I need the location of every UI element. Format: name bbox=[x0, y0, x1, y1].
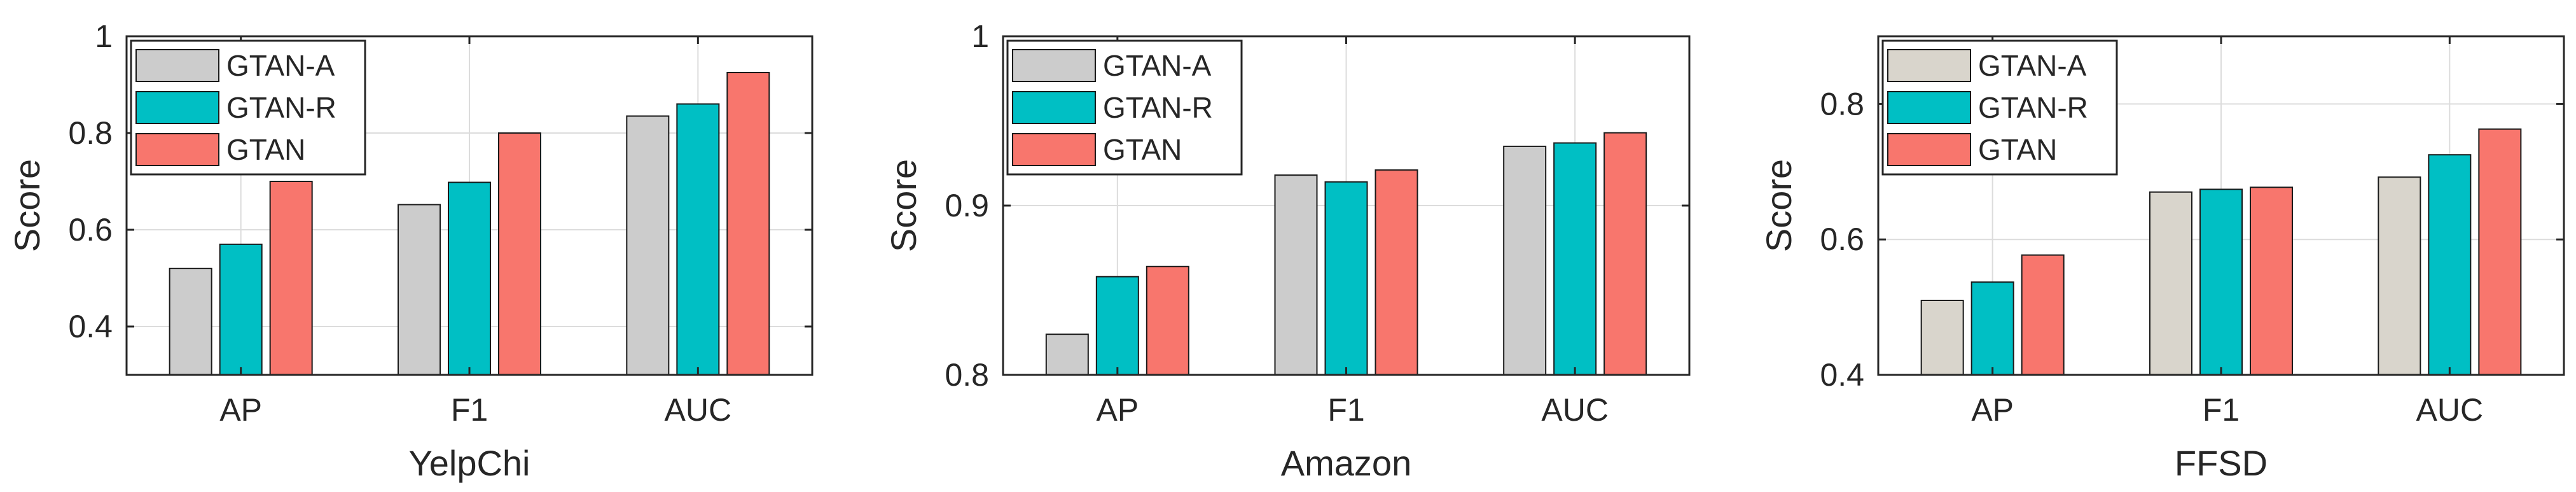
bar-gtan-ap bbox=[2021, 254, 2065, 376]
y-tick-label: 0.8 bbox=[1820, 86, 1864, 122]
y-tick-label: 0.8 bbox=[945, 357, 989, 393]
x-axis-title: FFSD bbox=[2175, 443, 2268, 483]
x-tick-label: AP bbox=[1096, 392, 1139, 428]
y-tick-label: 1 bbox=[971, 18, 989, 54]
x-tick-label: AP bbox=[1971, 392, 2014, 428]
bar-gtan-r-f1 bbox=[1324, 181, 1368, 376]
y-axis-title: Score bbox=[1759, 159, 1799, 252]
bar-gtan-f1 bbox=[1375, 169, 1418, 376]
legend-swatch-gtan-a bbox=[1012, 49, 1096, 82]
y-tick-label: 1 bbox=[95, 18, 113, 54]
legend-label-gtan-a: GTAN-A bbox=[226, 49, 335, 82]
legend-label-gtan-a: GTAN-A bbox=[1978, 49, 2087, 82]
bar-gtan-a-auc bbox=[2378, 176, 2421, 376]
x-tick-label: F1 bbox=[451, 392, 488, 428]
bar-gtan-f1 bbox=[2250, 186, 2293, 376]
y-axis-title: Score bbox=[7, 159, 47, 252]
x-axis-title: YelpChi bbox=[409, 443, 530, 483]
y-tick-label: 0.8 bbox=[68, 115, 113, 151]
x-tick-label: F1 bbox=[1327, 392, 1364, 428]
legend-swatch-gtan bbox=[135, 133, 219, 166]
legend-swatch-gtan bbox=[1012, 133, 1096, 166]
bar-gtan-a-f1 bbox=[1274, 174, 1318, 376]
y-tick-label: 0.4 bbox=[1820, 357, 1864, 393]
x-tick-label: AP bbox=[219, 392, 262, 428]
y-tick-label: 0.4 bbox=[68, 309, 113, 344]
bar-gtan-r-ap bbox=[219, 243, 263, 376]
legend-label-gtan-a: GTAN-A bbox=[1103, 49, 1212, 82]
bar-gtan-ap bbox=[1146, 265, 1189, 376]
legend-swatch-gtan-a bbox=[135, 49, 219, 82]
y-axis-title: Score bbox=[883, 159, 924, 252]
bar-gtan-auc bbox=[1603, 132, 1647, 376]
bar-gtan-r-auc bbox=[1553, 142, 1597, 376]
legend-swatch-gtan-a bbox=[1887, 49, 1971, 82]
legend: GTAN-A GTAN-R GTAN bbox=[1006, 39, 1243, 176]
bar-gtan-r-f1 bbox=[2199, 188, 2243, 376]
legend-label-gtan-r: GTAN-R bbox=[226, 91, 336, 124]
bar-gtan-auc bbox=[726, 72, 770, 376]
bar-gtan-ap bbox=[269, 181, 313, 376]
bar-gtan-a-auc bbox=[626, 115, 670, 376]
legend-swatch-gtan bbox=[1887, 133, 1971, 166]
legend: GTAN-A GTAN-R GTAN bbox=[1881, 39, 2118, 176]
x-tick-label: AUC bbox=[2416, 392, 2484, 428]
bar-gtan-auc bbox=[2478, 128, 2522, 376]
legend: GTAN-A GTAN-R GTAN bbox=[130, 39, 366, 176]
chart-panel-3: 0.40.60.8AP F1 AUCFFSDScoreGTAN-AGTAN-RGTA… bbox=[1759, 35, 2565, 483]
bar-gtan-f1 bbox=[498, 132, 541, 376]
y-tick-label: 0.6 bbox=[68, 212, 113, 248]
bar-gtan-a-auc bbox=[1503, 145, 1547, 376]
x-tick-label: AUC bbox=[665, 392, 732, 428]
legend-label-gtan: GTAN bbox=[1103, 133, 1182, 166]
bar-gtan-a-ap bbox=[169, 267, 212, 376]
legend-label-gtan: GTAN bbox=[226, 133, 305, 166]
bar-gtan-a-ap bbox=[1045, 334, 1089, 376]
bar-gtan-a-f1 bbox=[2149, 191, 2192, 376]
legend-swatch-gtan-r bbox=[135, 91, 219, 124]
x-tick-label: AUC bbox=[1541, 392, 1609, 428]
bar-gtan-a-ap bbox=[1920, 299, 1964, 376]
legend-swatch-gtan-r bbox=[1012, 91, 1096, 124]
bar-gtan-r-ap bbox=[1970, 281, 2014, 376]
y-tick-label: 0.6 bbox=[1820, 221, 1864, 257]
bar-gtan-r-auc bbox=[676, 103, 720, 376]
legend-label-gtan: GTAN bbox=[1978, 133, 2057, 166]
legend-label-gtan-r: GTAN-R bbox=[1978, 91, 2088, 124]
bar-gtan-a-f1 bbox=[398, 204, 441, 376]
bar-gtan-r-auc bbox=[2428, 154, 2472, 376]
x-tick-label: F1 bbox=[2203, 392, 2240, 428]
x-axis-title: Amazon bbox=[1281, 443, 1411, 483]
bar-gtan-r-f1 bbox=[448, 181, 491, 376]
y-tick-label: 0.9 bbox=[945, 188, 989, 223]
bar-gtan-r-ap bbox=[1095, 276, 1139, 376]
legend-swatch-gtan-r bbox=[1887, 91, 1971, 124]
legend-label-gtan-r: GTAN-R bbox=[1103, 91, 1213, 124]
